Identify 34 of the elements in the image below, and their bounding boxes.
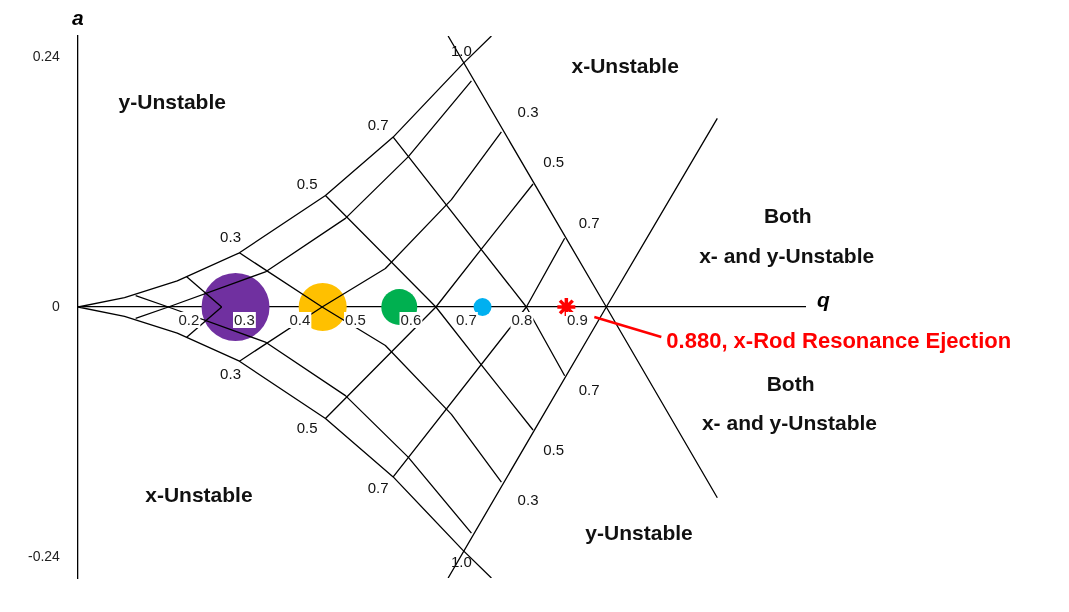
annotation: Both [766, 371, 815, 395]
annotation: 0.5 [296, 175, 318, 193]
x-tick-label: 0.4 [289, 310, 311, 328]
x-tick-label: 0.2 [178, 310, 200, 328]
annotation: 0.880, x-Rod Resonance Ejection [666, 328, 1012, 354]
annotation: Both [763, 204, 812, 228]
annotation: x-Unstable [145, 483, 253, 507]
x-tick-label: 0.8 [511, 310, 533, 328]
y-tick-label: -0.24 [27, 548, 61, 565]
x-tick-label: 0.5 [345, 310, 366, 328]
annotation: 0.3 [220, 228, 241, 246]
annotation: 0.7 [578, 380, 600, 398]
x-tick-label: 0.6 [400, 310, 422, 328]
annotation: 0.3 [517, 491, 539, 509]
y-tick-label: 0.24 [32, 47, 61, 64]
x-axis-title: q [817, 287, 830, 311]
y-axis-title: a [72, 6, 85, 30]
annotation: 0.5 [543, 440, 564, 458]
annotation: x- and y-Unstable [699, 243, 875, 267]
annotation: 0.7 [367, 115, 389, 133]
x-tick-label: 0.7 [456, 310, 477, 328]
annotation: 0.7 [367, 478, 389, 496]
annotation: 0.3 [517, 103, 539, 121]
x-tick-label: 0.9 [567, 310, 588, 328]
y-tick-label: 0 [52, 297, 61, 314]
annotation: 0.5 [543, 153, 564, 171]
annotation: y-Unstable [118, 89, 226, 113]
annotation: 0.3 [220, 364, 241, 382]
annotation: 0.5 [296, 419, 318, 437]
x-tick-label: 0.3 [233, 310, 255, 328]
annotation: y-Unstable [585, 521, 693, 545]
annotation: x- and y-Unstable [701, 410, 877, 434]
annotation: x-Unstable [571, 54, 679, 78]
annotation: 0.7 [578, 213, 600, 231]
